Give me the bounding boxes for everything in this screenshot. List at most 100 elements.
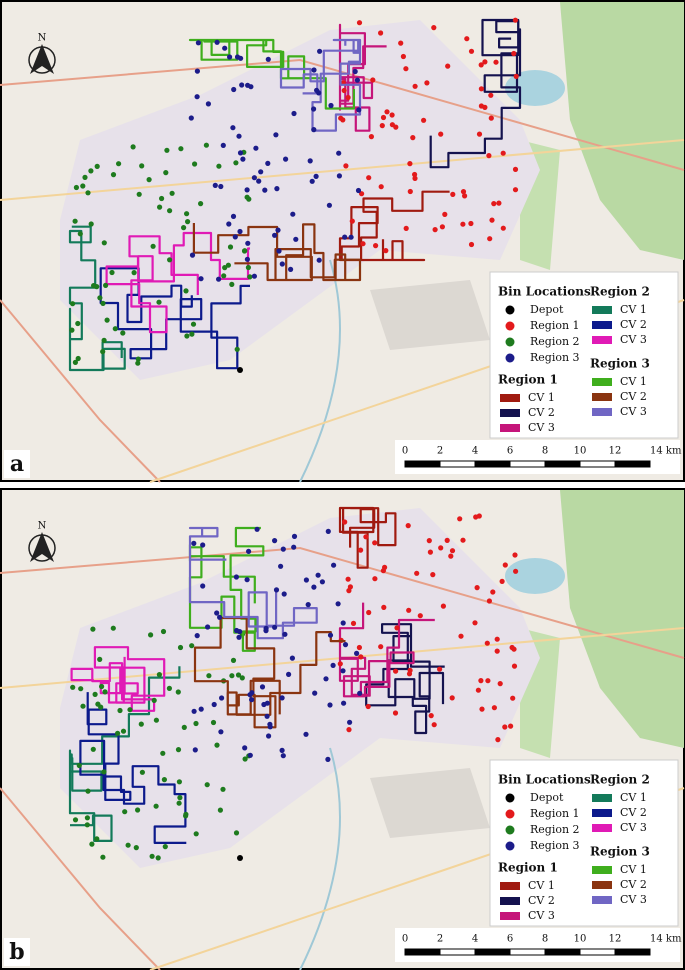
- bin: [342, 642, 349, 648]
- legend-label: CV 1: [620, 375, 647, 388]
- bin: [227, 244, 234, 250]
- bin: [405, 523, 411, 529]
- bin: [233, 160, 239, 166]
- bin: [484, 640, 490, 646]
- road: [0, 787, 161, 970]
- scale-label: 6: [507, 446, 513, 457]
- bin: [479, 706, 485, 712]
- bin: [274, 186, 280, 192]
- bin: [500, 225, 506, 231]
- bin: [194, 633, 200, 639]
- route: [99, 267, 250, 370]
- bin: [219, 695, 225, 701]
- bin: [146, 177, 152, 183]
- legend-swatch: [592, 321, 612, 329]
- bin: [289, 655, 295, 661]
- scale-segment: [404, 460, 441, 468]
- bin: [417, 613, 423, 619]
- legend-title: Bin Locations: [498, 285, 591, 299]
- legend-label: CV 2: [620, 806, 647, 819]
- bin: [242, 745, 248, 751]
- bin: [442, 211, 448, 217]
- bin: [77, 231, 83, 237]
- road: [0, 139, 685, 201]
- bin: [272, 624, 278, 630]
- green-area: [560, 2, 684, 260]
- bin: [181, 724, 187, 730]
- bin: [460, 221, 466, 227]
- bin: [491, 705, 497, 711]
- panel-label: b: [9, 939, 24, 965]
- bin: [156, 299, 162, 305]
- bin: [80, 183, 86, 189]
- legend-dot: [505, 809, 515, 819]
- bin: [356, 20, 363, 26]
- bin: [198, 706, 204, 712]
- scale-label: 0: [402, 446, 408, 457]
- route: [188, 526, 318, 640]
- bin: [160, 628, 167, 635]
- bin: [251, 175, 257, 181]
- bin: [365, 703, 371, 710]
- bin: [176, 779, 182, 785]
- route: [70, 646, 166, 712]
- bin: [325, 756, 331, 762]
- bin: [263, 628, 269, 634]
- legend-dot: [505, 825, 515, 835]
- bin: [253, 145, 259, 151]
- bin: [258, 169, 264, 175]
- bin: [511, 50, 517, 57]
- bin: [217, 614, 223, 620]
- bin: [473, 514, 479, 520]
- bin: [475, 687, 481, 693]
- legend-label: Region 1: [530, 319, 580, 332]
- bin: [205, 101, 211, 107]
- bin: [261, 701, 267, 708]
- panel-label-box: [4, 938, 30, 966]
- bin: [101, 769, 107, 775]
- bin: [88, 168, 94, 174]
- bin: [431, 722, 437, 728]
- bin: [450, 191, 456, 197]
- bin: [406, 671, 413, 677]
- bin: [220, 142, 226, 148]
- bin: [502, 724, 508, 730]
- bin: [245, 240, 251, 246]
- bin: [485, 678, 491, 684]
- legend-box: [489, 759, 679, 927]
- bin: [155, 855, 161, 861]
- scale-segment: [579, 948, 616, 956]
- bin: [100, 349, 106, 355]
- bin: [95, 701, 101, 707]
- legend-box: [489, 271, 679, 439]
- bin: [314, 87, 320, 93]
- legend-label: Depot: [530, 791, 564, 804]
- bin: [227, 54, 233, 60]
- bin: [348, 234, 354, 240]
- legend-swatch: [592, 336, 612, 344]
- bin: [135, 356, 141, 362]
- legend-swatch: [592, 306, 612, 314]
- legend-label: CV 3: [528, 421, 555, 434]
- bin: [431, 25, 437, 31]
- bin: [384, 109, 390, 115]
- bin: [237, 629, 243, 635]
- bin: [230, 125, 236, 131]
- bin: [356, 107, 362, 113]
- route: [188, 38, 355, 110]
- bin: [214, 610, 220, 616]
- bin: [244, 577, 250, 583]
- bin: [102, 689, 108, 695]
- bin: [237, 150, 244, 156]
- scale-label: 10: [574, 446, 587, 457]
- bin: [512, 166, 519, 172]
- bin: [421, 117, 427, 123]
- bin: [120, 728, 127, 734]
- legend-swatch: [500, 409, 520, 417]
- legend-swatch: [592, 896, 612, 904]
- bin: [69, 327, 75, 333]
- bin: [378, 644, 384, 650]
- scale-segment: [544, 460, 581, 468]
- bin: [189, 252, 196, 258]
- bin: [136, 191, 142, 197]
